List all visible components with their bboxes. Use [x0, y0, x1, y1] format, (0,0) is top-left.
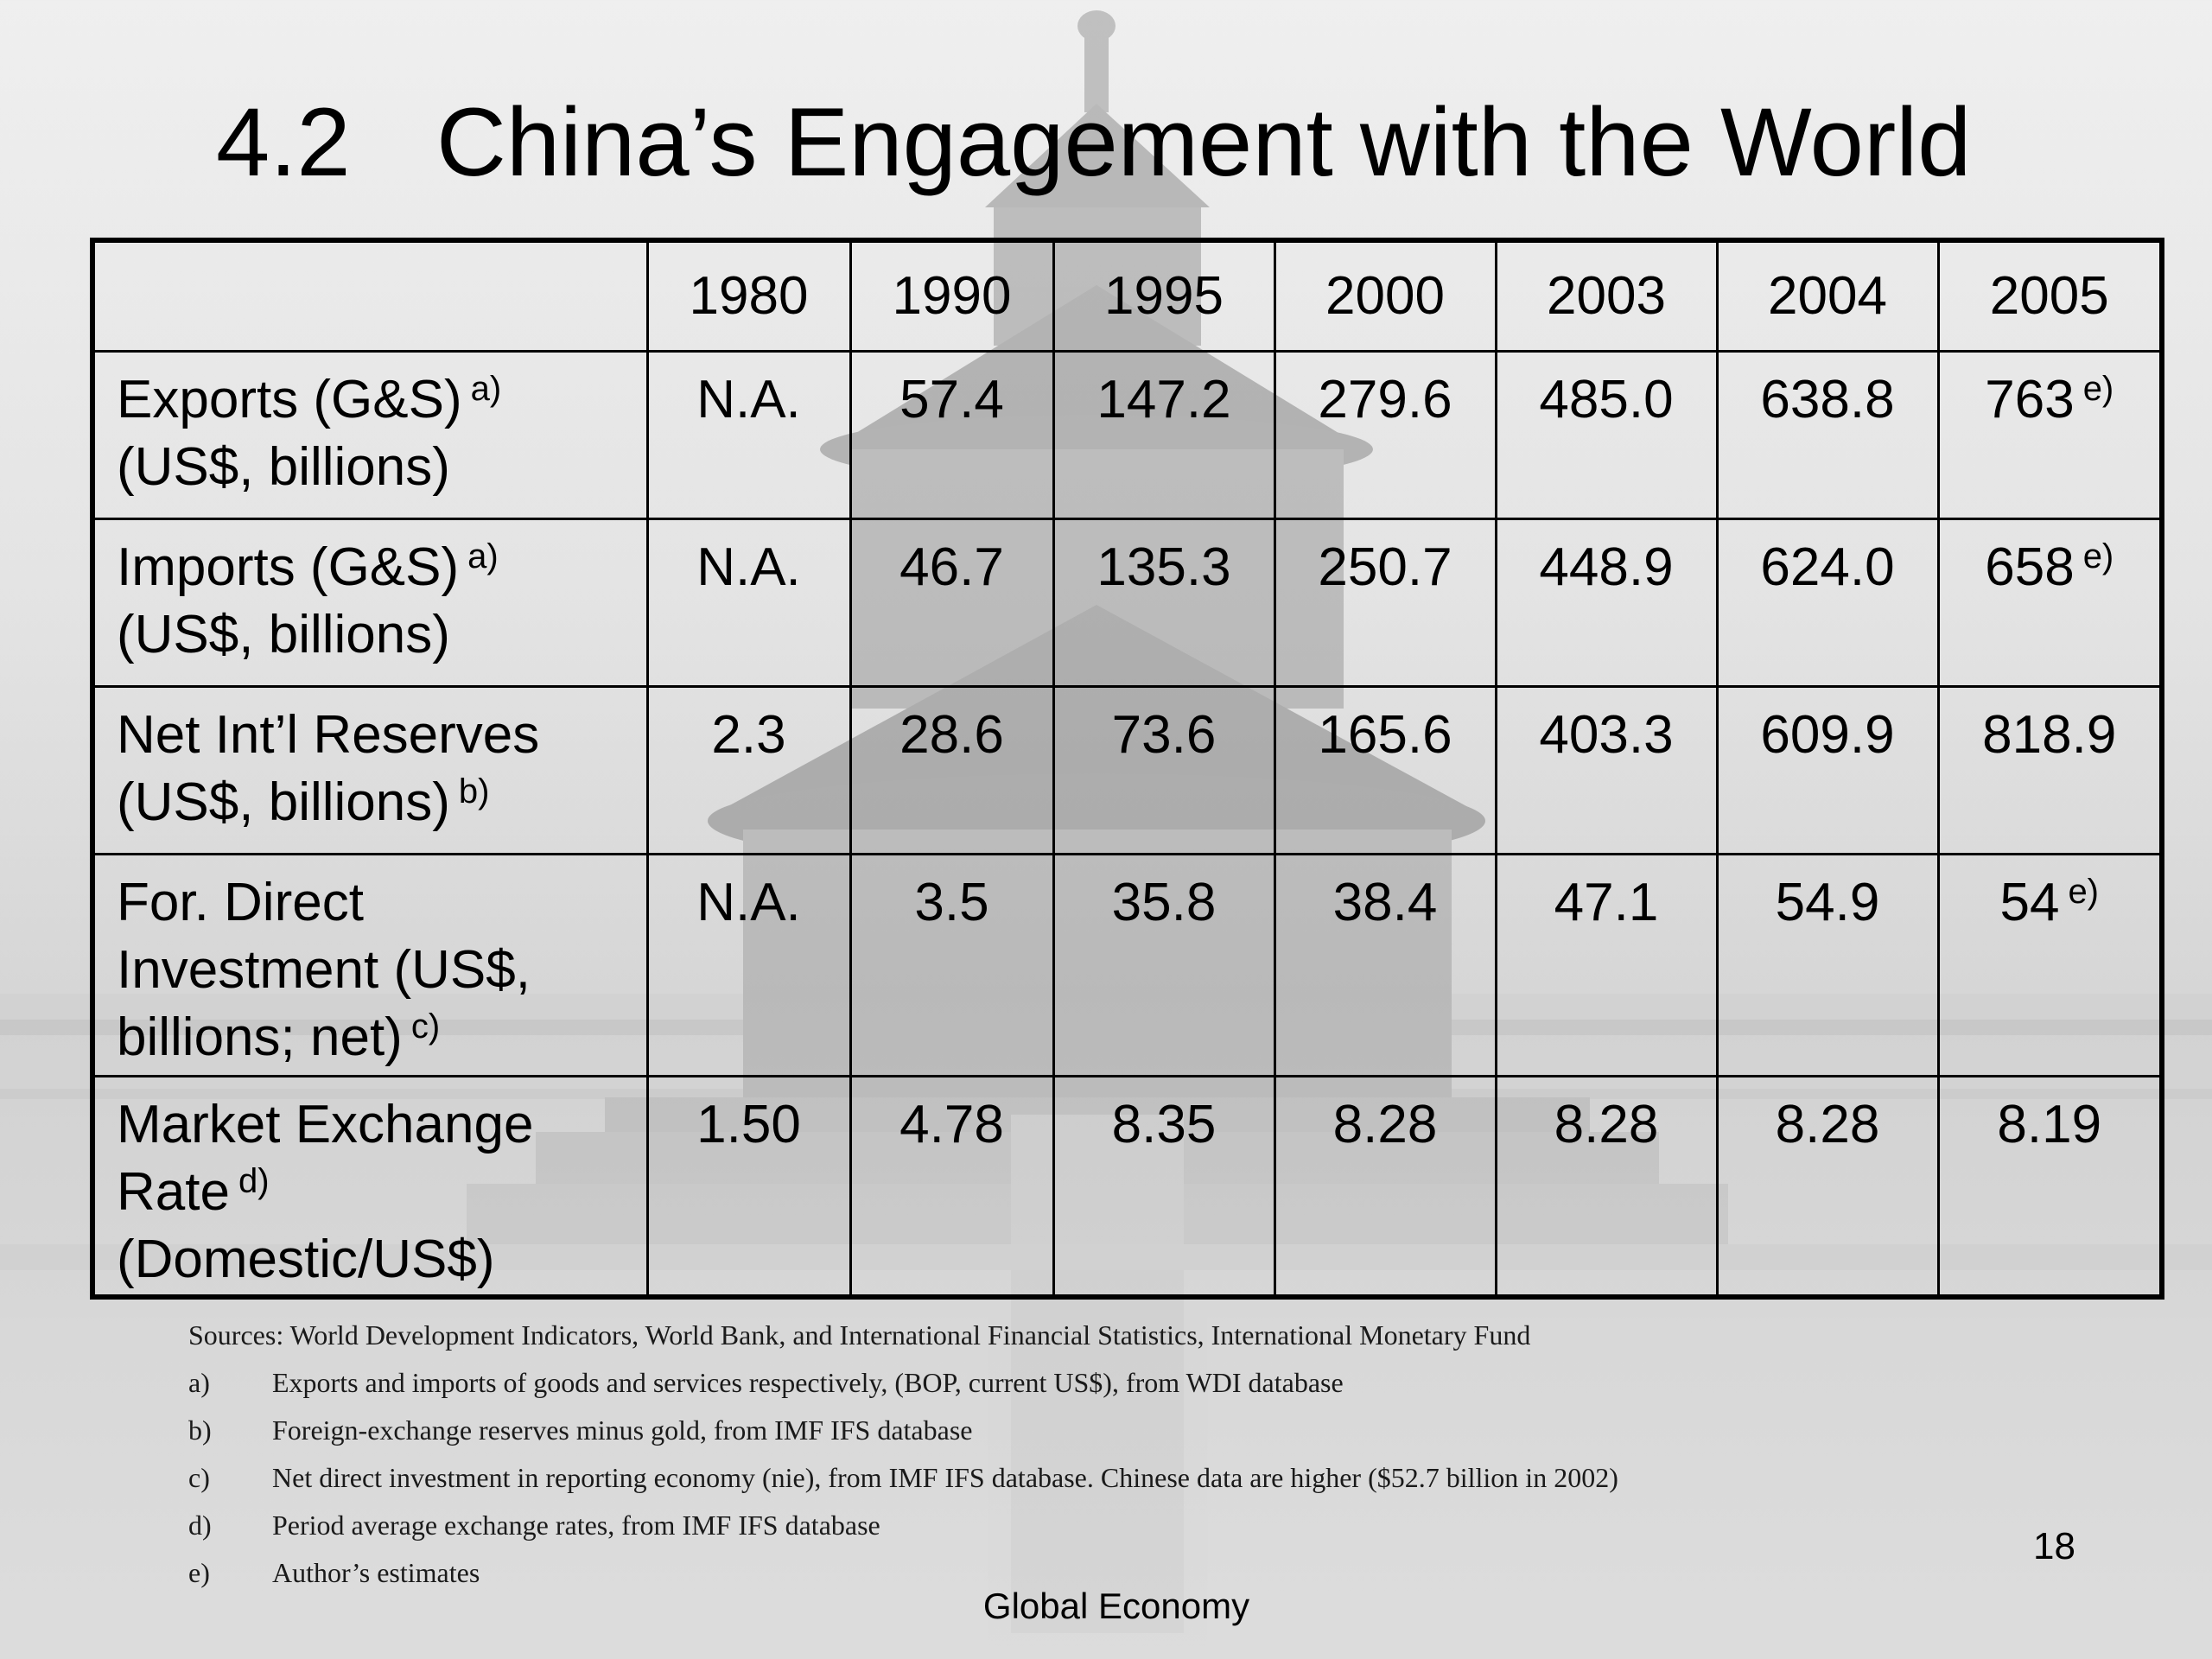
table-cell: 485.0: [1494, 349, 1719, 520]
table-row-exports: Exports (G&S) a) (US$, billions) N.A. 57.4…: [91, 349, 2164, 520]
table-cell: 763 e): [1936, 349, 2164, 520]
year-header: 1980: [645, 238, 852, 353]
slide-title: 4.2 China’s Engagement with the World: [216, 82, 1971, 203]
footnote-marker: d): [238, 1161, 270, 1200]
table-cell: 3.5: [849, 852, 1055, 1077]
row-label-line: Market Exchange: [117, 1094, 534, 1154]
footnote-d: d) Period average exchange rates, from IM…: [188, 1502, 2089, 1549]
year-header: 1995: [1052, 238, 1276, 353]
table-cell: N.A.: [645, 517, 852, 688]
sources-text: Sources: World Development Indicators, W…: [188, 1319, 1531, 1351]
table-cell: 38.4: [1273, 852, 1497, 1077]
table-row-imports: Imports (G&S) a) (US$, billions) N.A. 46.7…: [91, 517, 2164, 688]
footnote-marker: b): [458, 772, 490, 810]
footnote-mark: a): [188, 1367, 210, 1398]
table-cell: 147.2: [1052, 349, 1276, 520]
table-cell: 4.78: [849, 1074, 1055, 1299]
table-cell: 35.8: [1052, 852, 1276, 1077]
row-label: Imports (G&S) a) (US$, billions): [91, 517, 649, 688]
footnote-text: Period average exchange rates, from IMF …: [272, 1510, 880, 1541]
year-header: 2005: [1936, 238, 2164, 353]
footnote-text: Foreign-exchange reserves minus gold, fr…: [272, 1414, 973, 1446]
footnote-b: b) Foreign-exchange reserves minus gold, …: [188, 1407, 2089, 1454]
row-label-line: Investment (US$,: [117, 939, 531, 1000]
table-cell: 638.8: [1715, 349, 1940, 520]
row-label-line: Exports (G&S): [117, 369, 462, 429]
table-cell: 1.50: [645, 1074, 852, 1299]
row-label-line: For. Direct: [117, 872, 364, 932]
table-cell: 624.0: [1715, 517, 1940, 688]
row-label-line: (US$, billions): [117, 772, 450, 832]
footnote-text: Net direct investment in reporting econo…: [272, 1462, 1618, 1493]
row-label: Market Exchange Rate d) (Domestic/US$): [91, 1074, 649, 1299]
table-cell: 54 e): [1936, 852, 2164, 1077]
footnote-c: c) Net direct investment in reporting eco…: [188, 1454, 2089, 1502]
row-label-line: (US$, billions): [117, 436, 450, 497]
footnote-marker: e): [2082, 537, 2114, 575]
row-label-line: Net Int’l Reserves: [117, 704, 540, 765]
year-header: 2003: [1494, 238, 1719, 353]
row-label-line: Imports (G&S): [117, 537, 460, 597]
title-text: China’s Engagement with the World: [436, 88, 1972, 196]
table-cell: N.A.: [645, 349, 852, 520]
footnote-a: a) Exports and imports of goods and servi…: [188, 1359, 2089, 1407]
table-row-reserves: Net Int’l Reserves (US$, billions) b) 2.3 …: [91, 684, 2164, 855]
footnote-marker: c): [410, 1007, 441, 1046]
table-cell: 279.6: [1273, 349, 1497, 520]
table-cell: 135.3: [1052, 517, 1276, 688]
footnote-marker: a): [470, 369, 502, 408]
year-header: 1990: [849, 238, 1055, 353]
footnote-text: Author’s estimates: [272, 1557, 480, 1588]
table-cell: 250.7: [1273, 517, 1497, 688]
table-row-exchange-rate: Market Exchange Rate d) (Domestic/US$) 1.50…: [91, 1074, 2164, 1299]
table-cell: 818.9: [1936, 684, 2164, 855]
title-number: 4.2: [216, 88, 351, 196]
table-cell: 2.3: [645, 684, 852, 855]
table-cell: 57.4: [849, 349, 1055, 520]
sources-notes: Sources: World Development Indicators, W…: [188, 1312, 2089, 1597]
row-label: Net Int’l Reserves (US$, billions) b): [91, 684, 649, 855]
economic-data-table: 1980 1990 1995 2000 2003 2004 2005 Expor…: [90, 238, 2164, 1300]
table-cell: 448.9: [1494, 517, 1719, 688]
table-cell: 54.9: [1715, 852, 1940, 1077]
table-cell: 8.28: [1715, 1074, 1940, 1299]
footnote-marker: e): [2082, 369, 2114, 408]
table-cell: 8.19: [1936, 1074, 2164, 1299]
footnote-e: e) Author’s estimates: [188, 1549, 2089, 1597]
table-cell: N.A.: [645, 852, 852, 1077]
footnote-mark: b): [188, 1414, 212, 1446]
table-cell: 28.6: [849, 684, 1055, 855]
table-cell: 403.3: [1494, 684, 1719, 855]
table-cell: 658 e): [1936, 517, 2164, 688]
year-header: 2004: [1715, 238, 1940, 353]
row-label-line: billions; net): [117, 1007, 403, 1067]
footer-label: Global Economy: [982, 1586, 1250, 1626]
table-cell: 8.28: [1494, 1074, 1719, 1299]
row-label: For. Direct Investment (US$, billions; net…: [91, 852, 649, 1077]
header-corner-cell: [91, 238, 649, 353]
table-cell: 73.6: [1052, 684, 1276, 855]
year-header: 2000: [1273, 238, 1497, 353]
table-cell: 47.1: [1494, 852, 1719, 1077]
row-label-line: Rate: [117, 1161, 230, 1222]
row-label-line: (US$, billions): [117, 604, 450, 664]
table-cell: 609.9: [1715, 684, 1940, 855]
table-cell: 8.35: [1052, 1074, 1276, 1299]
table-cell: 8.28: [1273, 1074, 1497, 1299]
row-label: Exports (G&S) a) (US$, billions): [91, 349, 649, 520]
footnote-mark: e): [188, 1557, 210, 1588]
table-cell: 46.7: [849, 517, 1055, 688]
table-header-row: 1980 1990 1995 2000 2003 2004 2005: [91, 238, 2164, 353]
footnote-marker: e): [2068, 872, 2100, 911]
row-label-line: (Domestic/US$): [117, 1229, 495, 1289]
footnote-mark: d): [188, 1510, 212, 1541]
footnote-marker: a): [467, 537, 499, 575]
footnote-mark: c): [188, 1462, 210, 1493]
sources-line: Sources: World Development Indicators, W…: [188, 1312, 2089, 1359]
page-number: 18: [2033, 1525, 2075, 1567]
footnote-text: Exports and imports of goods and service…: [272, 1367, 1344, 1398]
table-row-fdi: For. Direct Investment (US$, billions; net…: [91, 852, 2164, 1077]
table-cell: 165.6: [1273, 684, 1497, 855]
